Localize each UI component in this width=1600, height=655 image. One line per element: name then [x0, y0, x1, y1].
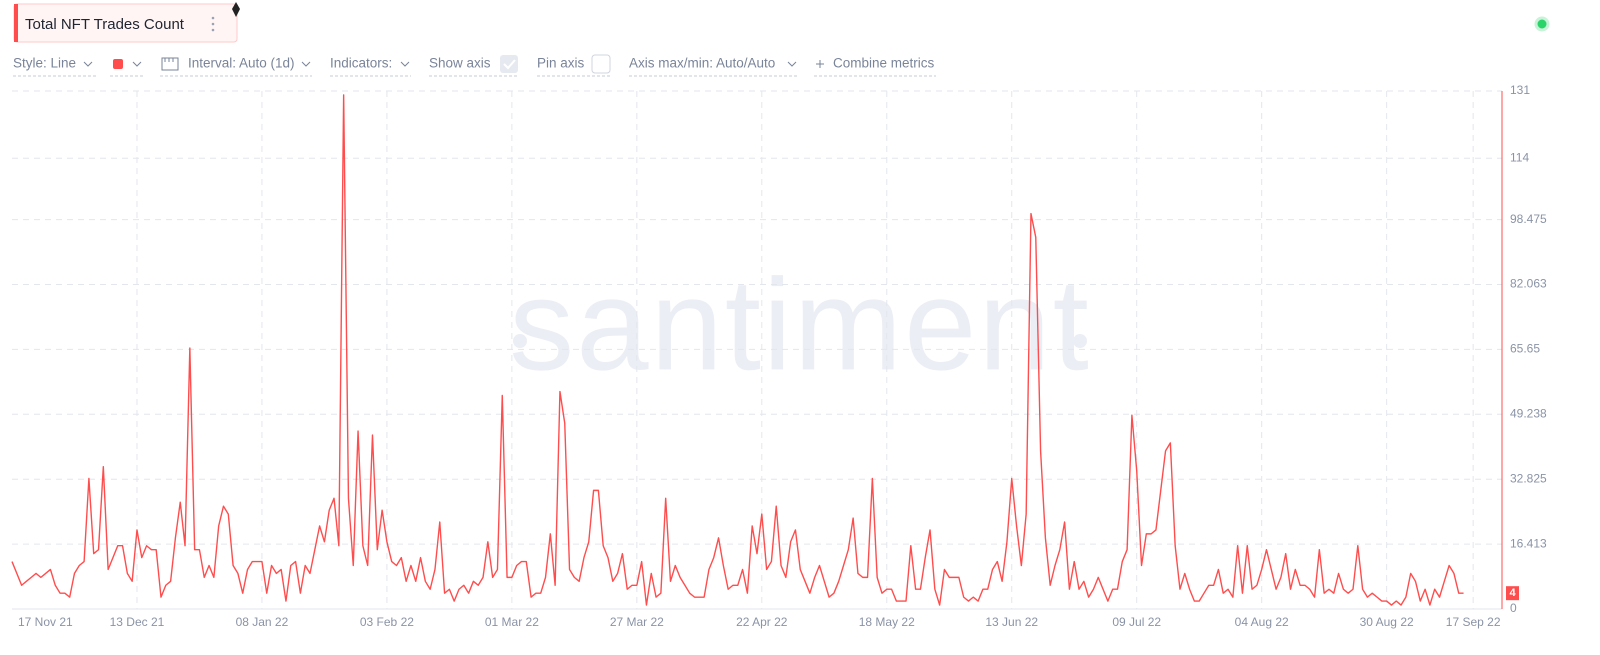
y-tick-label: 131	[1510, 83, 1530, 97]
chevron	[787, 61, 797, 67]
x-tick-label: 08 Jan 22	[236, 615, 289, 629]
toolbar: Style: Line Interval: Auto (1d) Indicato…	[13, 54, 936, 77]
indicators-select[interactable]: Indicators:	[330, 56, 392, 71]
watermark: santiment	[509, 251, 1091, 397]
metric-title: Total NFT Trades Count	[25, 16, 185, 33]
last-value-label: 4	[1509, 587, 1516, 599]
x-tick-label: 18 May 22	[859, 615, 915, 629]
pin-axis-label[interactable]: Pin axis	[537, 56, 585, 71]
series-line	[11, 94, 1464, 606]
x-tick-label: 03 Feb 22	[360, 615, 414, 629]
x-tick-label: 13 Jun 22	[985, 615, 1038, 629]
more-icon[interactable]	[211, 16, 215, 32]
pin-axis-checkbox[interactable]	[591, 54, 611, 74]
style-select[interactable]: Style: Line	[13, 56, 76, 71]
chevron	[301, 61, 311, 67]
x-tick-label: 13 Dec 21	[110, 615, 165, 629]
show-axis-label[interactable]: Show axis	[429, 56, 491, 71]
show-axis-checkbox[interactable]	[500, 55, 518, 73]
card-accent	[14, 4, 18, 42]
metric-card[interactable]: Total NFT Trades Count	[13, 3, 238, 43]
eth-icon	[232, 2, 240, 17]
combine-button[interactable]: Combine metrics	[833, 56, 935, 71]
plus-icon	[816, 60, 824, 68]
x-tick-label: 27 Mar 22	[610, 615, 664, 629]
y-tick-label: 65.65	[1510, 342, 1540, 356]
y-tick-label: 49.238	[1510, 406, 1547, 420]
chevron	[83, 61, 93, 67]
y-tick-label: 32.825	[1510, 471, 1547, 485]
interval-select[interactable]: Interval: Auto (1d)	[188, 56, 295, 71]
y-tick-label: 98.475	[1510, 212, 1547, 226]
y-tick-label: 82.063	[1510, 277, 1547, 291]
y-tick-label: 114	[1510, 150, 1529, 164]
x-tick-label: 17 Nov 21	[18, 615, 73, 629]
y-tick-label: 0	[1510, 601, 1517, 615]
x-tick-label: 01 Mar 22	[485, 615, 539, 629]
check	[503, 59, 516, 70]
x-tick-label: 09 Jul 22	[1112, 615, 1161, 629]
chevron	[132, 61, 142, 67]
status-dot	[1534, 16, 1550, 32]
y-tick-label: 16.413	[1510, 536, 1547, 550]
x-tick-label: 30 Aug 22	[1360, 615, 1414, 629]
x-tick-label: 04 Aug 22	[1235, 615, 1289, 629]
watermark-dot	[513, 334, 527, 348]
x-tick-label: 22 Apr 22	[736, 615, 788, 629]
x-tick-label: 17 Sep 22	[1446, 615, 1501, 629]
plot: 0 16.413 32.825 49.238 65.65 82.063 98.475 114 1…	[11, 83, 1547, 629]
axis-range-select[interactable]: Axis max/min: Auto/Auto	[629, 56, 775, 71]
color-picker[interactable]	[113, 59, 123, 69]
last-value-badge	[1506, 586, 1519, 601]
watermark-dot	[1073, 334, 1087, 348]
interval-icon	[161, 57, 179, 71]
chevron	[400, 61, 410, 67]
